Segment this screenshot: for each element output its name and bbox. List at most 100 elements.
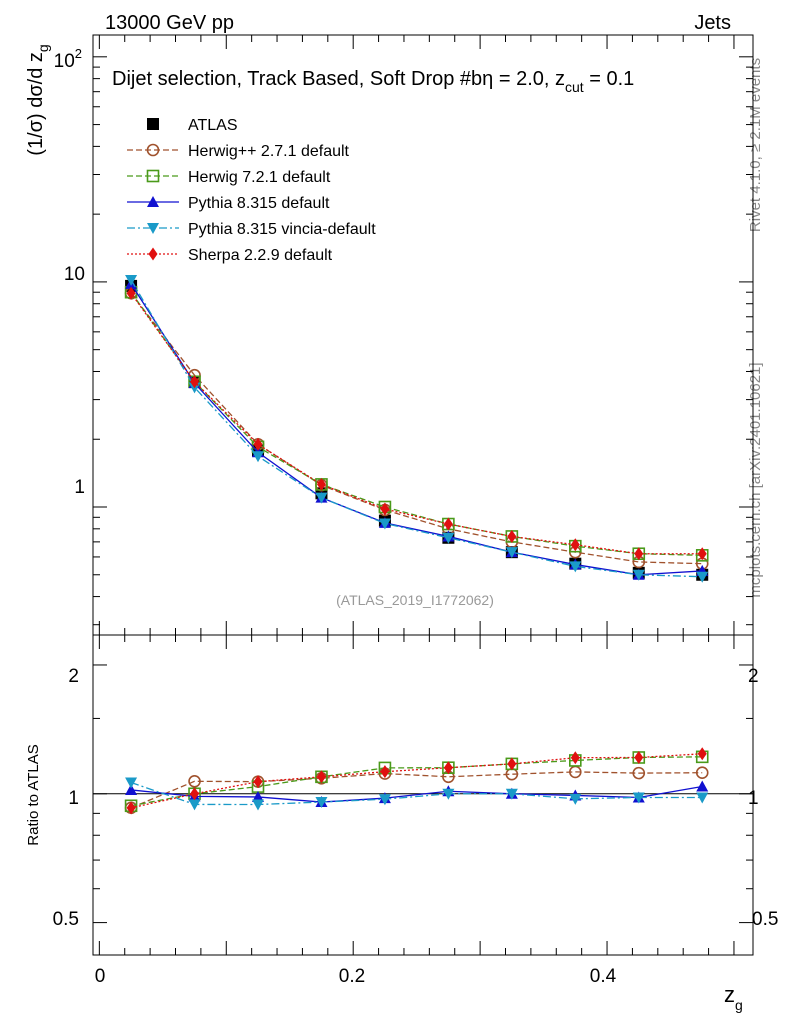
ratio-point [188,799,201,811]
ratio-series-line [130,753,703,809]
series-point [507,529,517,543]
legend-marker [147,196,159,207]
ratio-point [126,801,136,815]
main-y-axis-label: (1/σ) dσ/d zg [25,44,51,155]
ratio-tick-label-2-right: 2 [748,666,759,687]
ratio-tick-label-0.5: 0.5 [53,909,79,930]
series-point [634,547,644,561]
ratio-point [443,761,453,775]
ratio-point [695,766,709,780]
series-point [378,518,391,530]
series-line [130,292,703,565]
series-point [443,517,453,531]
series-point [253,437,263,451]
series-point [380,502,390,516]
ratio-point [507,757,517,771]
legend-label: Herwig 7.2.1 default [188,169,331,186]
legend-marker [147,118,159,130]
legend-label: Pythia 8.315 vincia-default [188,221,376,238]
x-axis-label: zg [724,982,743,1013]
ratio-series-line [130,771,703,809]
analysis-id-label: (ATLAS_2019_I1772062) [336,592,494,608]
legend-label: Herwig++ 2.7.1 default [188,143,350,160]
ratio-tick-label-1: 1 [68,788,79,809]
y-tick-label-100: 102 [54,46,82,72]
legend-marker [146,143,160,157]
category-label: Jets [694,12,731,34]
ratio-y-axis-label: Ratio to ATLAS [25,744,42,845]
ratio-point [378,794,391,806]
legend-marker [147,223,159,234]
series-line [130,291,703,556]
legend-label: Pythia 8.315 default [188,195,330,212]
ratio-series-line [130,756,703,807]
series-point [632,569,645,581]
plot-title-end: = 0.1 [584,68,635,90]
series-line [130,279,703,578]
legend-label: Sherpa 2.2.9 default [188,247,333,264]
ratio-point [188,775,201,788]
series-point [442,532,455,544]
series-line [130,292,703,555]
ratio-point [697,747,707,761]
ratio-point [632,792,645,804]
ratio-tick-label-0.5-right: 0.5 [752,909,778,930]
ratio-point [252,799,264,811]
series-point [252,451,264,463]
y-tick-label-100-exp: 2 [75,46,82,61]
ratio-point [505,788,518,800]
ratio-point [125,783,138,795]
y-tick-label-1: 1 [74,477,85,498]
ratio-point [316,770,326,784]
y-tick-label-100-base: 10 [54,51,75,72]
plot-title-sub: cut [565,79,584,95]
energy-label: 13000 GeV pp [105,12,234,34]
ratio-series-line [131,785,703,803]
mcplots-reference-label: mcplots.cern.ch [arXiv:2401.10621] [747,362,764,597]
ratio-point [570,751,580,765]
main-y-axis-label-main: (1/σ) dσ/d z [25,52,47,156]
series-point [126,286,136,300]
main-y-axis-label-sub: g [35,44,51,52]
legend-marker [148,247,158,261]
series-point [570,538,580,552]
series-point [697,547,707,561]
ratio-point [632,766,646,780]
ratio-series-line [130,781,703,806]
y-tick-label-10: 10 [64,264,85,285]
ratio-point [190,787,200,801]
legend: ATLAS Herwig++ 2.7.1 default Herwig 7.2.1 … [127,117,376,264]
plot-title-main: Dijet selection, Track Based, Soft Drop … [112,68,565,90]
ratio-point [634,750,644,764]
series-point [569,561,582,573]
ratio-point [253,775,263,789]
series-point [315,492,328,504]
ratio-point [125,777,138,789]
x-axis-label-main: z [724,982,735,1007]
ratio-point [380,765,390,779]
ratio-point [569,793,582,805]
series-point [125,274,138,286]
ratio-point [696,792,709,804]
series-point [316,477,326,491]
ratio-panel-frame [92,634,754,956]
ratio-point [252,790,264,802]
ratio-point [315,797,328,809]
legend-label: ATLAS [188,117,238,134]
series-point [696,571,709,583]
ratio-tick-label-2: 2 [68,666,79,687]
x-axis-label-sub: g [735,997,743,1013]
rivet-version-label: Rivet 4.1.0, ≥ 2.1M events [747,58,764,232]
legend-marker [146,169,160,183]
x-tick-label-0.4: 0.4 [590,966,617,987]
x-tick-label-0: 0 [95,966,106,987]
ratio-tick-label-1-right: 1 [748,788,759,809]
x-tick-label-0.2: 0.2 [339,966,365,987]
series-line [130,283,703,576]
main-series-lines [124,274,709,583]
series-point [190,375,200,389]
ratio-series-lines [124,747,709,815]
series-point [505,547,518,559]
ratio-point [696,780,709,792]
